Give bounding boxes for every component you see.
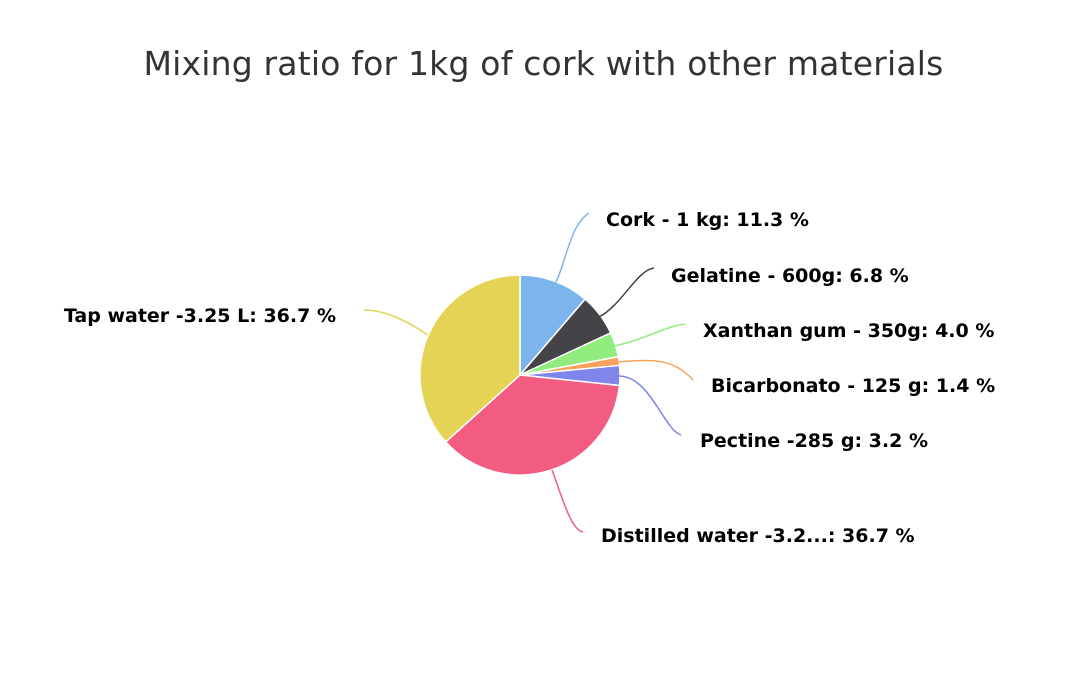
label-connector (363, 309, 429, 336)
label-connector (613, 323, 686, 347)
slice-label: Pectine -285 g: 3.2 % (700, 430, 928, 452)
label-connector (555, 212, 590, 283)
slice-label: Gelatine - 600g: 6.8 % (671, 265, 909, 287)
label-connector (618, 375, 682, 436)
slice-label: Xanthan gum - 350g: 4.0 % (703, 320, 994, 342)
slice-label: Bicarbonato - 125 g: 1.4 % (711, 375, 995, 397)
pie-slices (419, 274, 621, 476)
slice-label: Tap water -3.25 L: 36.7 % (64, 305, 336, 327)
pie-slice[interactable] (519, 274, 586, 376)
slice-label: Cork - 1 kg: 11.3 % (606, 209, 809, 231)
slice-label: Distilled water -3.2...: 36.7 % (601, 525, 915, 547)
label-connector (598, 267, 655, 318)
label-connector (551, 469, 584, 533)
label-connectors (363, 212, 694, 533)
pie-slice[interactable] (419, 274, 521, 443)
pie-slice[interactable] (444, 374, 621, 476)
label-connector (617, 359, 694, 381)
slice-labels: Cork - 1 kg: 11.3 % Gelatine - 600g: 6.8 … (64, 209, 995, 547)
chart-title: Mixing ratio for 1kg of cork with other … (143, 44, 944, 83)
